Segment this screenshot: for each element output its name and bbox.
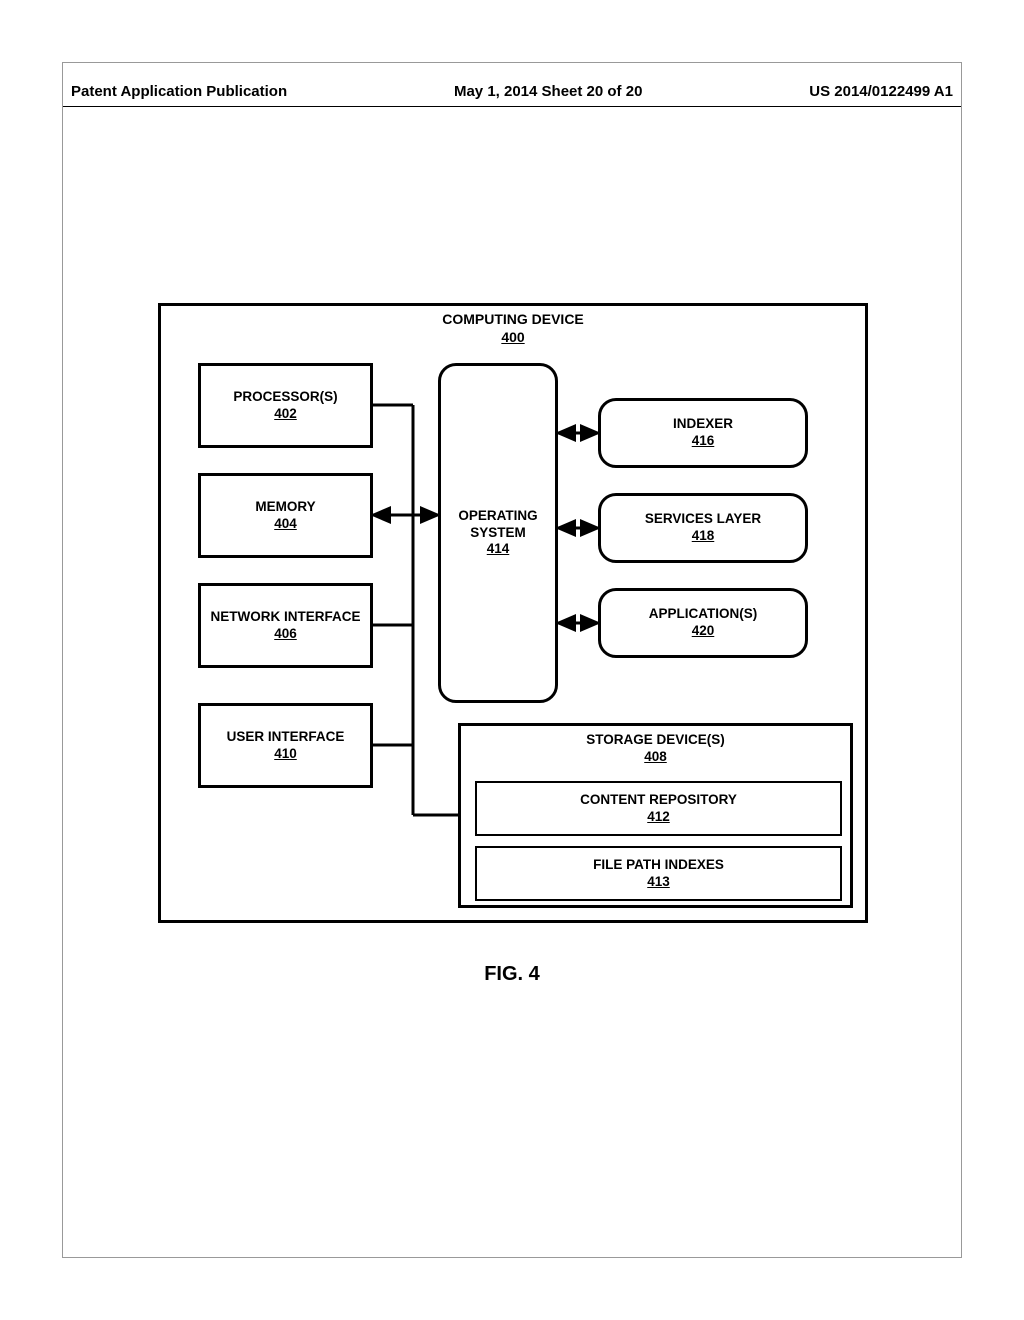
block-label: FILE PATH INDEXES xyxy=(593,857,724,874)
container-ref: 400 xyxy=(158,329,868,347)
applications-block: APPLICATION(S) 420 xyxy=(598,588,808,658)
block-label: CONTENT REPOSITORY xyxy=(580,792,737,809)
block-ref: 414 xyxy=(487,541,510,558)
block-label: USER INTERFACE xyxy=(227,729,345,746)
operating-system-block: OPERATING SYSTEM 414 xyxy=(438,363,558,703)
container-label: COMPUTING DEVICE xyxy=(158,311,868,329)
services-layer-block: SERVICES LAYER 418 xyxy=(598,493,808,563)
block-ref: 418 xyxy=(692,528,715,545)
block-ref: 416 xyxy=(692,433,715,450)
block-ref: 413 xyxy=(647,874,670,891)
block-label: APPLICATION(S) xyxy=(649,606,758,623)
storage-devices-block: STORAGE DEVICE(S) 408 CONTENT REPOSITORY… xyxy=(458,723,853,908)
indexer-block: INDEXER 416 xyxy=(598,398,808,468)
block-ref: 402 xyxy=(274,406,297,423)
block-ref: 404 xyxy=(274,516,297,533)
header-left: Patent Application Publication xyxy=(71,83,287,100)
figure-4-diagram: COMPUTING DEVICE 400 PROCESSOR(S) 402 ME… xyxy=(158,303,868,923)
patent-header: Patent Application Publication May 1, 20… xyxy=(63,83,961,107)
page-frame: Patent Application Publication May 1, 20… xyxy=(62,62,962,1258)
block-ref: 406 xyxy=(274,626,297,643)
figure-caption: FIG. 4 xyxy=(63,963,961,986)
block-label: MEMORY xyxy=(255,499,315,516)
block-ref: 420 xyxy=(692,623,715,640)
block-ref: 412 xyxy=(647,809,670,826)
container-title: COMPUTING DEVICE 400 xyxy=(158,311,868,346)
network-interface-block: NETWORK INTERFACE 406 xyxy=(198,583,373,668)
storage-title: STORAGE DEVICE(S) 408 xyxy=(461,732,850,766)
block-ref: 408 xyxy=(461,749,850,766)
block-label: OPERATING SYSTEM xyxy=(445,508,551,542)
user-interface-block: USER INTERFACE 410 xyxy=(198,703,373,788)
memory-block: MEMORY 404 xyxy=(198,473,373,558)
block-label: PROCESSOR(S) xyxy=(233,389,337,406)
file-path-indexes-block: FILE PATH INDEXES 413 xyxy=(475,846,842,901)
block-ref: 410 xyxy=(274,746,297,763)
block-label: STORAGE DEVICE(S) xyxy=(461,732,850,749)
header-center: May 1, 2014 Sheet 20 of 20 xyxy=(454,83,642,100)
block-label: INDEXER xyxy=(673,416,733,433)
content-repository-block: CONTENT REPOSITORY 412 xyxy=(475,781,842,836)
header-right: US 2014/0122499 A1 xyxy=(809,83,953,100)
block-label: SERVICES LAYER xyxy=(645,511,761,528)
block-label: NETWORK INTERFACE xyxy=(211,609,361,626)
processor-block: PROCESSOR(S) 402 xyxy=(198,363,373,448)
